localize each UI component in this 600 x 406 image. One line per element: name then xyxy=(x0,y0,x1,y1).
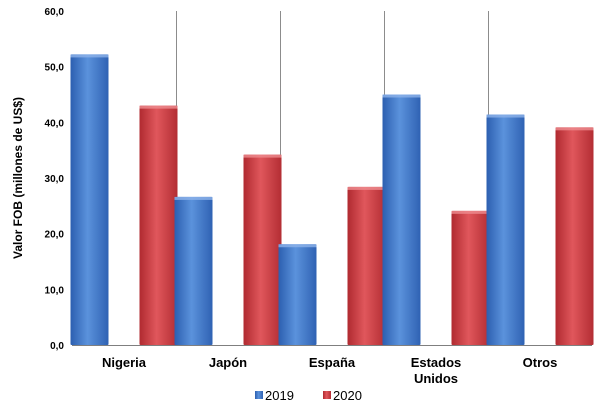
bar xyxy=(139,105,178,345)
bar-top-highlight xyxy=(174,196,213,200)
y-tick-label: 0,0 xyxy=(50,341,64,352)
y-axis-ticks: 0,0 10,0 20,0 30,0 40,0 50,0 60,0 xyxy=(45,7,65,352)
bar-top-highlight xyxy=(451,210,490,214)
category-label: Unidos xyxy=(414,371,458,386)
category-label: España xyxy=(309,355,356,370)
bar-top-highlight xyxy=(486,114,525,118)
category-label: Estados xyxy=(411,355,462,370)
bar xyxy=(486,114,525,345)
y-tick-label: 40,0 xyxy=(45,118,65,129)
bar-top-highlight xyxy=(382,94,421,98)
bar-2020-3 xyxy=(451,210,490,345)
category-label: Nigeria xyxy=(102,355,147,370)
bar-2019-3 xyxy=(382,94,421,345)
bar-top-highlight xyxy=(347,186,386,190)
bar-2020-0 xyxy=(139,105,178,345)
bar xyxy=(174,196,213,345)
bar xyxy=(451,210,490,345)
legend-swatch-2019 xyxy=(255,391,263,399)
y-tick-label: 10,0 xyxy=(45,285,65,296)
bar-2020-2 xyxy=(347,186,386,345)
category-separators xyxy=(176,11,489,345)
bar xyxy=(555,127,594,346)
bars xyxy=(70,54,594,346)
y-tick-label: 20,0 xyxy=(45,230,65,241)
bar-top-highlight xyxy=(243,154,282,158)
y-tick-label: 50,0 xyxy=(45,63,65,74)
bar xyxy=(70,54,109,346)
bar-2019-2 xyxy=(278,244,317,345)
bar-2019-1 xyxy=(174,196,213,345)
y-tick-label: 60,0 xyxy=(45,7,65,18)
y-tick-label: 30,0 xyxy=(45,174,65,185)
legend-label: 2020 xyxy=(333,388,362,403)
bar-top-highlight xyxy=(278,244,317,248)
legend: 2019 2020 xyxy=(255,388,362,403)
bar xyxy=(278,244,317,345)
legend-swatch-2020 xyxy=(323,391,331,399)
bar xyxy=(243,154,282,345)
bar-top-highlight xyxy=(70,54,109,58)
bar-2019-4 xyxy=(486,114,525,345)
bar-2019-0 xyxy=(70,54,109,346)
legend-label: 2019 xyxy=(265,388,294,403)
bar xyxy=(382,94,421,345)
y-axis-label: Valor FOB (millones de US$) xyxy=(11,97,25,259)
bar-2020-1 xyxy=(243,154,282,345)
bar xyxy=(347,186,386,345)
category-label: Otros xyxy=(523,355,558,370)
bar-2020-4 xyxy=(555,127,594,346)
bar-top-highlight xyxy=(555,127,594,131)
category-label: Japón xyxy=(209,355,247,370)
bar-top-highlight xyxy=(139,105,178,109)
